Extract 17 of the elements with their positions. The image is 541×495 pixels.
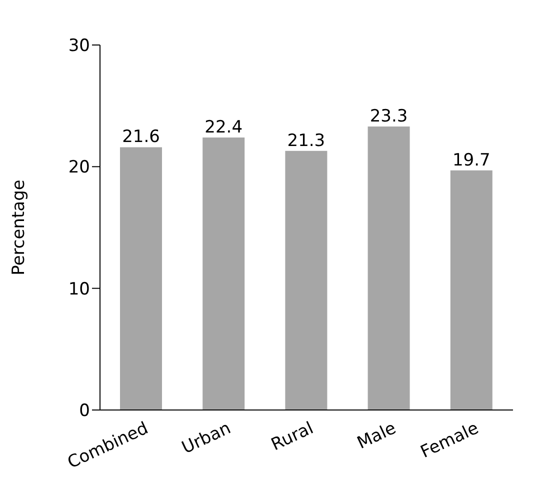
bar — [120, 147, 162, 410]
y-tick-label: 10 — [68, 279, 90, 300]
y-tick-label: 0 — [79, 401, 90, 422]
y-tick-label: 20 — [68, 158, 90, 178]
data-label: 19.7 — [452, 150, 490, 170]
x-tick-label: Male — [354, 418, 400, 454]
bar — [285, 150, 328, 410]
y-tick-label: 30 — [68, 36, 90, 56]
data-label: 23.3 — [370, 106, 408, 127]
x-tick-label: Urban — [178, 418, 234, 458]
bar — [450, 170, 492, 410]
data-label: 21.3 — [287, 130, 326, 151]
bar — [202, 137, 245, 410]
y-axis-title: Percentage — [9, 180, 30, 276]
bar — [368, 126, 410, 410]
data-label: 22.4 — [204, 117, 243, 138]
data-label: 21.6 — [122, 127, 160, 148]
